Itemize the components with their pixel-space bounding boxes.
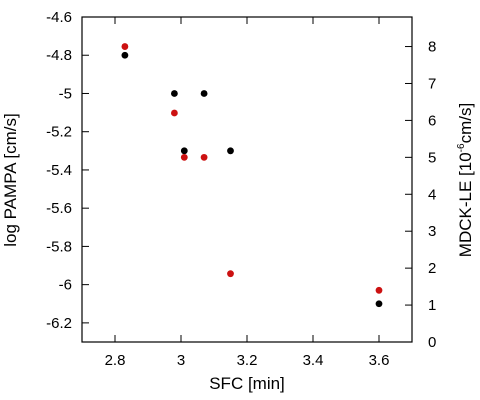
mdck-data-point <box>171 109 178 117</box>
plot-frame <box>81 16 413 343</box>
right-y-tick-label: 1 <box>428 297 436 314</box>
left-y-tick-label: -5 <box>59 85 72 102</box>
right-y-tick-label: 7 <box>428 75 436 92</box>
x-tick-label: 3.4 <box>303 352 324 369</box>
left-y-tick-label: -5.6 <box>46 200 72 217</box>
right-axis-title-prefix: MDCK-LE [10 <box>456 152 475 257</box>
left-y-tick-label: -5.2 <box>46 124 72 141</box>
pampa-data-point <box>171 90 178 97</box>
left-y-tick-label: -4.8 <box>46 47 72 64</box>
mdck-data-point <box>200 153 208 161</box>
right-y-tick-label: 0 <box>428 334 436 351</box>
pampa-data-point <box>375 300 383 308</box>
x-tick-label: 3 <box>177 352 185 369</box>
mdck-data-point <box>227 270 234 278</box>
right-y-tick-label: 4 <box>428 186 436 203</box>
x-tick-label: 3.2 <box>237 352 258 369</box>
left-y-tick-label: -6.2 <box>46 315 72 332</box>
left-y-tick-label: -6 <box>59 277 72 294</box>
left-y-tick-label: -4.6 <box>46 9 72 26</box>
left-y-tick-label: -5.8 <box>46 238 72 255</box>
right-y-tick-label: 6 <box>428 112 436 129</box>
pampa-data-point <box>121 51 129 59</box>
right-y-tick-label: 3 <box>428 223 436 240</box>
mdck-data-point <box>180 153 188 161</box>
pampa-data-point <box>180 147 188 155</box>
x-tick-label: 3.6 <box>369 352 390 369</box>
right-axis-title: MDCK-LE [10-6cm/s] <box>456 103 475 257</box>
right-y-tick-label: 8 <box>428 39 436 56</box>
right-y-tick-label: 5 <box>428 149 436 166</box>
right-axis-title-suffix: cm/s] <box>456 103 475 144</box>
right-axis-title-exponent: -6 <box>456 143 467 152</box>
x-axis-title: SFC [min] <box>209 374 285 393</box>
left-y-tick-label: -5.4 <box>46 162 72 179</box>
left-axis-title: log PAMPA [cm/s] <box>1 113 20 247</box>
mdck-data-point <box>121 43 129 50</box>
ticks-layer: 2.8 3 3.2 3.4 3.6 -4.6 -4.8 -5 -5.2 -5.4 -5.6 -5.8 -… <box>46 9 436 369</box>
right-y-tick-label: 2 <box>428 260 436 277</box>
points-layer <box>121 43 383 308</box>
pampa-data-point <box>227 147 234 155</box>
pampa-data-point <box>200 90 208 97</box>
x-tick-label: 2.8 <box>105 352 126 369</box>
mdck-data-point <box>375 286 383 294</box>
